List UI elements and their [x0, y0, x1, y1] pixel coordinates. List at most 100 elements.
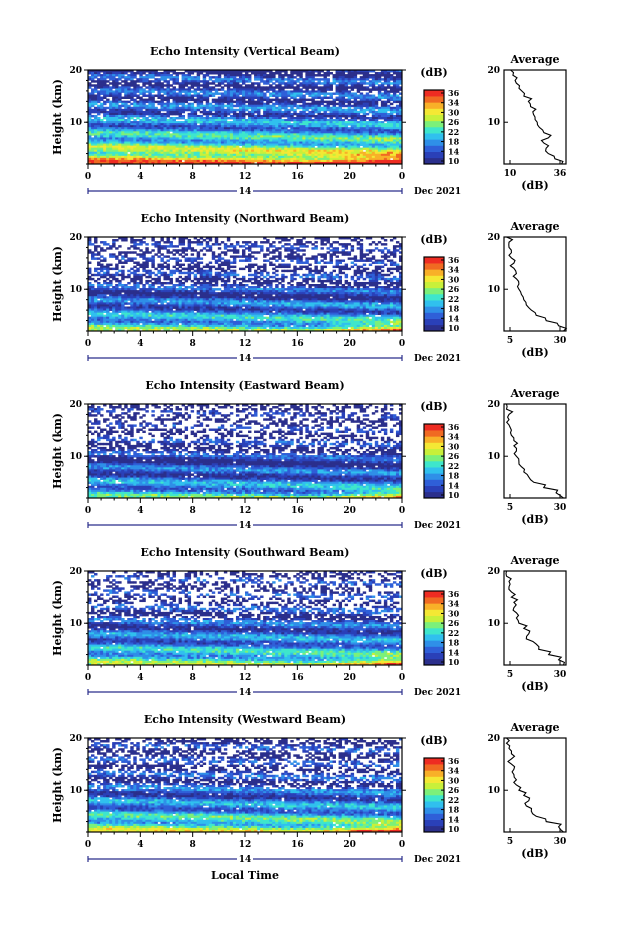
- heatmap-cell: [115, 86, 119, 89]
- heatmap-cell: [251, 72, 255, 75]
- heatmap-cell: [217, 88, 222, 91]
- heatmap-cell: [251, 90, 255, 93]
- heatmap-cell: [175, 102, 179, 106]
- heatmap-cell: [193, 90, 198, 93]
- heatmap-cell: [214, 72, 219, 75]
- heatmap-cell: [395, 245, 400, 248]
- heatmap-cell: [287, 125, 291, 128]
- heatmap-cell: [109, 94, 113, 97]
- heatmap-cell: [175, 78, 179, 81]
- heatmap-cell: [181, 251, 186, 254]
- heatmap-cell: [275, 90, 279, 93]
- heatmap-cell: [151, 70, 155, 73]
- heatmap-cell: [169, 245, 173, 248]
- heatmap-cell: [139, 80, 143, 83]
- average-line: [510, 69, 564, 165]
- heatmap-cell: [151, 94, 155, 97]
- heatmap-cell: [332, 100, 336, 104]
- heatmap-cell: [350, 96, 355, 100]
- heatmap-cell: [223, 76, 228, 79]
- heatmap-cell: [314, 90, 318, 93]
- heatmap-cell: [241, 78, 246, 81]
- heatmap-cell: [347, 114, 352, 118]
- heatmap-cell: [139, 76, 143, 79]
- heatmap-cell: [190, 80, 195, 83]
- heatmap-cell: [106, 92, 110, 95]
- heatmap-cell: [245, 84, 249, 87]
- heatmap-cell: [235, 255, 240, 258]
- heatmap-cell: [226, 74, 231, 77]
- heatmap-cell: [238, 72, 243, 75]
- heatmap-cell: [169, 102, 173, 106]
- heatmap-cell: [115, 92, 119, 95]
- heatmap-cell: [184, 78, 189, 81]
- heatmap-cell: [91, 100, 95, 104]
- heatmap-cell: [338, 98, 343, 102]
- heatmap-cell: [220, 88, 225, 91]
- heatmap-cell: [377, 96, 382, 100]
- heatmap-cell: [214, 98, 219, 102]
- heatmap-cell: [377, 86, 382, 89]
- x-tick-label: 20: [343, 172, 356, 182]
- heatmap-cell: [251, 98, 255, 102]
- heatmap-cell: [350, 249, 355, 252]
- heatmap-cell: [284, 239, 288, 242]
- heatmap-cell: [163, 76, 167, 79]
- heatmap-cell: [278, 88, 282, 91]
- heatmap-cell: [229, 110, 234, 114]
- heatmap-cell: [91, 84, 95, 87]
- heatmap-cell: [211, 70, 216, 73]
- heatmap-cell: [350, 100, 355, 104]
- heatmap-cell: [245, 72, 249, 75]
- heatmap-cell: [347, 72, 352, 75]
- heatmap-cell: [389, 74, 394, 77]
- heatmap-cell: [115, 82, 119, 85]
- heatmap-cell: [260, 74, 264, 77]
- heatmap-cell: [266, 70, 270, 73]
- heatmap-cell: [106, 74, 110, 77]
- heatmap-cell: [214, 102, 219, 106]
- heatmap-cell: [269, 92, 273, 95]
- heatmap-cell: [187, 108, 192, 112]
- heatmap-cell: [166, 251, 170, 254]
- heatmap-cell: [235, 84, 240, 87]
- heatmap-cell: [148, 80, 152, 83]
- heatmap-cell: [380, 251, 385, 254]
- heatmap-cell: [314, 74, 318, 77]
- heatmap-cell: [175, 98, 179, 102]
- heatmap-cell: [214, 243, 219, 246]
- heatmap-cell: [166, 90, 170, 93]
- heatmap-cell: [383, 82, 388, 85]
- heatmap-cell: [272, 104, 276, 108]
- heatmap-cell: [392, 94, 397, 97]
- heatmap-cell: [311, 100, 315, 104]
- heatmap-cell: [151, 243, 155, 246]
- heatmap-cell: [341, 80, 346, 83]
- heatmap-cell: [395, 76, 400, 79]
- heatmap-cell: [296, 90, 300, 93]
- heatmap-cell: [193, 78, 198, 81]
- heatmap-cell: [260, 80, 264, 83]
- heatmap-cell: [172, 88, 176, 91]
- heatmap-cell: [257, 98, 261, 102]
- heatmap-cell: [145, 90, 149, 93]
- heatmap-cell: [160, 86, 164, 89]
- heatmap-cell: [133, 88, 137, 91]
- heatmap-cell: [124, 255, 128, 258]
- heatmap-cell: [281, 239, 285, 242]
- heatmap-cell: [257, 84, 261, 87]
- heatmap-cell: [260, 96, 264, 100]
- heatmap-cell: [196, 102, 201, 106]
- heatmap-cell: [269, 76, 273, 79]
- heatmap-cell: [323, 76, 327, 79]
- heatmap-cell: [127, 96, 131, 100]
- colorbar-swatch: [424, 108, 444, 115]
- heatmap-cell: [293, 72, 297, 75]
- heatmap-cell: [245, 76, 249, 79]
- heatmap-cell: [284, 92, 288, 95]
- heatmap-cell: [112, 90, 116, 93]
- heatmap-cell: [290, 96, 294, 100]
- heatmap-cell: [389, 70, 394, 73]
- heatmap-cell: [326, 70, 330, 73]
